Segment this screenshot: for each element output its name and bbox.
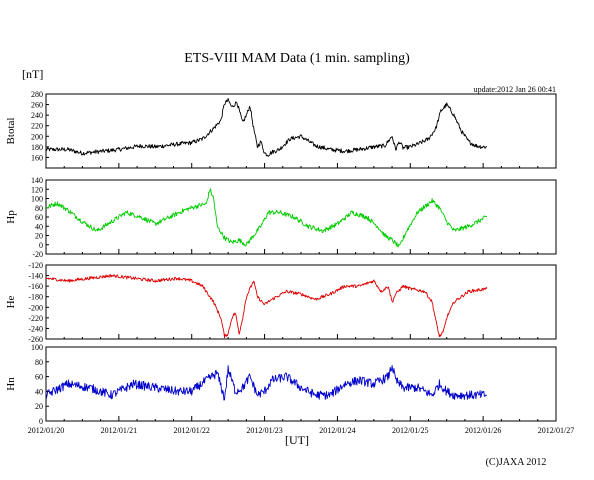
y-tick-label: 0 bbox=[39, 241, 43, 250]
y-tick-label: -240 bbox=[28, 324, 43, 333]
unit-label: [nT] bbox=[22, 67, 43, 81]
y-tick-label: 80 bbox=[35, 358, 43, 367]
panel-ylabel: Hn bbox=[5, 377, 17, 391]
y-tick-label: 20 bbox=[35, 402, 43, 411]
y-tick-label: 40 bbox=[35, 222, 43, 231]
panels: 160180200220240260280Btotal-200204060801… bbox=[5, 90, 574, 435]
y-tick-label: 60 bbox=[35, 373, 43, 382]
y-tick-label: -140 bbox=[28, 272, 43, 281]
update-text: update:2012 Jan 26 00:41 bbox=[474, 85, 556, 94]
y-tick-label: 280 bbox=[31, 90, 43, 99]
series-line-btotal bbox=[45, 97, 488, 157]
x-axis-label: [UT] bbox=[285, 433, 309, 447]
y-tick-label: 40 bbox=[35, 387, 43, 396]
panel-hn: 0 20 40 60 80 100 Hn bbox=[5, 343, 557, 426]
y-tick-label: 260 bbox=[31, 101, 43, 110]
y-tick-label: 200 bbox=[31, 132, 43, 141]
y-tick-label: 180 bbox=[31, 143, 43, 152]
x-tick-label: 2012/01/26 bbox=[465, 426, 501, 435]
y-tick-label: 100 bbox=[31, 343, 43, 352]
copyright-text: (C)JAXA 2012 bbox=[486, 457, 547, 468]
x-tick-label: 2012/01/24 bbox=[319, 426, 355, 435]
series-line-hn bbox=[45, 364, 487, 401]
panel-ylabel: Hp bbox=[5, 210, 17, 224]
y-tick-label: 0 bbox=[39, 417, 43, 426]
y-tick-label: -180 bbox=[28, 293, 43, 302]
x-tick-label: 2012/01/25 bbox=[392, 426, 428, 435]
series-line-hp bbox=[45, 188, 488, 248]
panel-he: -260 -240-220 -200-180 -160-140 -120 He bbox=[5, 261, 557, 344]
y-tick-label: 240 bbox=[31, 111, 43, 120]
x-tick-label: 2012/01/22 bbox=[173, 426, 209, 435]
y-tick-label: 80 bbox=[35, 204, 43, 213]
y-tick-label: 140 bbox=[31, 176, 43, 185]
y-tick-label: -160 bbox=[28, 282, 43, 291]
panel-ylabel: Btotal bbox=[5, 118, 17, 145]
y-tick-label: -120 bbox=[28, 261, 43, 270]
y-tick-label: 100 bbox=[31, 195, 43, 204]
y-tick-label: 60 bbox=[35, 213, 43, 222]
x-tick-label: 2012/01/20 bbox=[28, 426, 64, 435]
y-tick-label: -260 bbox=[28, 335, 43, 344]
x-tick-label: 2012/01/23 bbox=[246, 426, 282, 435]
panel-ylabel: He bbox=[5, 295, 17, 308]
y-tick-label: 120 bbox=[31, 185, 43, 194]
y-tick-label: -200 bbox=[28, 303, 43, 312]
y-tick-label: -220 bbox=[28, 314, 43, 323]
y-tick-label: 160 bbox=[31, 153, 43, 162]
x-tick-label: 2012/01/21 bbox=[101, 426, 137, 435]
y-tick-label: -20 bbox=[32, 250, 43, 259]
y-tick-label: 20 bbox=[35, 232, 43, 241]
chart-title: ETS-VIII MAM Data (1 min. sampling) bbox=[184, 51, 410, 66]
series-line-he bbox=[45, 274, 488, 339]
x-tick-label: 2012/01/27 bbox=[538, 426, 574, 435]
y-tick-label: 220 bbox=[31, 122, 43, 131]
